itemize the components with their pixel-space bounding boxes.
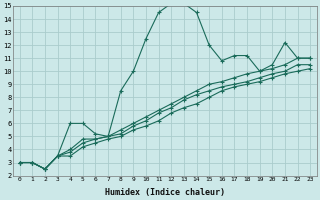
X-axis label: Humidex (Indice chaleur): Humidex (Indice chaleur): [105, 188, 225, 197]
